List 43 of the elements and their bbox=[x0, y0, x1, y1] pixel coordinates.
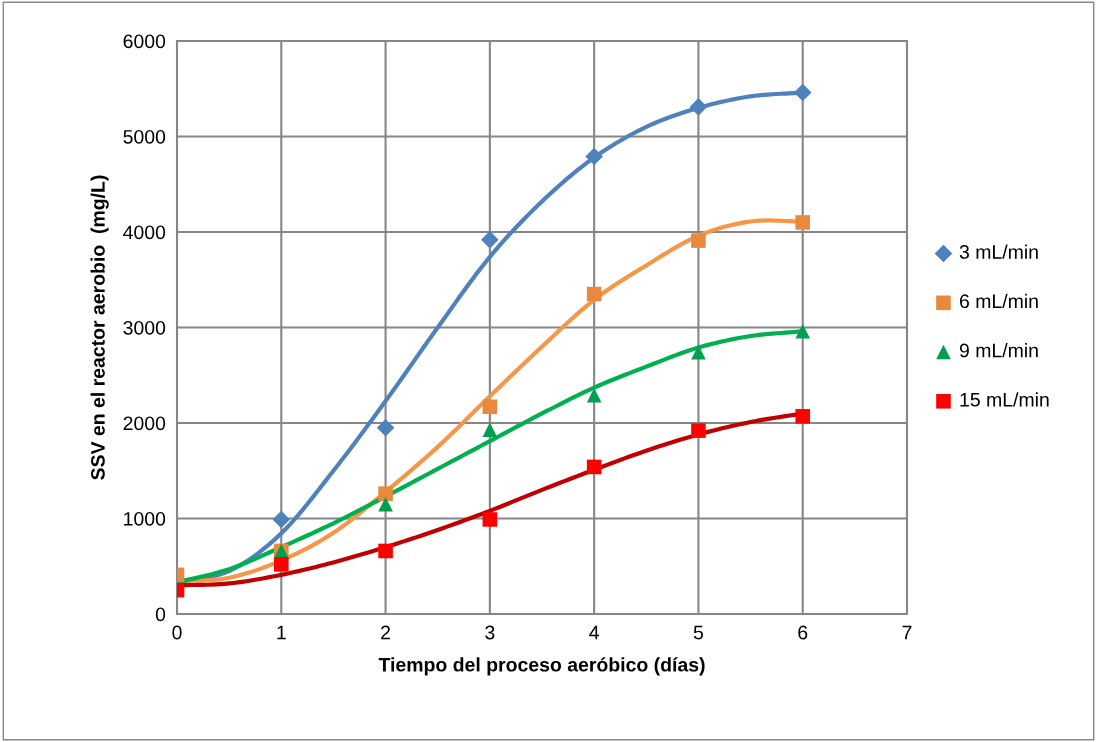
y-tick-label: 2000 bbox=[123, 416, 166, 431]
point bbox=[689, 98, 708, 116]
point bbox=[585, 147, 603, 166]
legend-label: 15 mL/min bbox=[960, 392, 1049, 407]
y-tick-label: 1000 bbox=[124, 511, 166, 526]
point bbox=[691, 423, 706, 438]
point bbox=[482, 422, 498, 437]
y-tick-label: 0 bbox=[155, 607, 166, 622]
x-tick-label: 3 bbox=[485, 625, 495, 640]
point bbox=[795, 324, 810, 339]
point bbox=[482, 512, 498, 527]
point bbox=[378, 496, 393, 512]
point bbox=[793, 83, 812, 102]
point bbox=[691, 345, 706, 360]
point bbox=[795, 215, 810, 230]
y-tick-label: 3000 bbox=[123, 320, 166, 335]
x-tick-label: 2 bbox=[381, 625, 390, 640]
x-tick-label: 0 bbox=[172, 625, 182, 640]
y-tick-label: 5000 bbox=[123, 129, 166, 144]
legend-label: 6 mL/min bbox=[960, 293, 1038, 309]
point bbox=[586, 459, 602, 475]
point bbox=[378, 543, 393, 559]
point bbox=[586, 388, 602, 403]
x-tick-label: 1 bbox=[277, 625, 286, 640]
y-axis-title: SSV en el reactor aerobio (mg/L) bbox=[90, 175, 109, 480]
x-axis-title: Tiempo del proceso aeróbico (días) bbox=[378, 657, 705, 676]
y-tick-label: 6000 bbox=[123, 34, 166, 49]
point bbox=[586, 286, 602, 302]
point bbox=[482, 399, 498, 415]
point bbox=[376, 418, 395, 437]
x-tick-label: 4 bbox=[589, 625, 599, 640]
y-tick-label: 4000 bbox=[123, 225, 166, 240]
point bbox=[272, 510, 291, 529]
x-tick-label: 6 bbox=[798, 625, 808, 640]
x-tick-label: 7 bbox=[902, 625, 912, 640]
point bbox=[795, 409, 810, 424]
legend-label: 9 mL/min bbox=[959, 343, 1038, 358]
point bbox=[481, 230, 499, 249]
point bbox=[691, 233, 706, 248]
legend-label: 3 mL/min bbox=[959, 244, 1038, 259]
point bbox=[274, 557, 289, 572]
x-tick-label: 5 bbox=[693, 625, 704, 640]
point bbox=[378, 486, 393, 501]
